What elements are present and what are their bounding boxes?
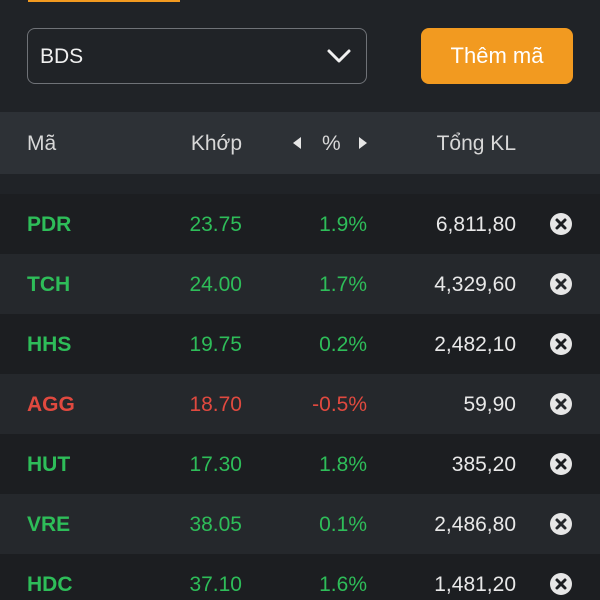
row-price: 24.00 — [189, 273, 242, 296]
table-row[interactable]: VRE 38.05 0.1% 2,486,80 — [0, 494, 600, 554]
row-price: 17.30 — [189, 453, 242, 476]
add-symbol-button[interactable]: Thêm mã — [421, 28, 573, 84]
row-change: 0.1% — [319, 513, 367, 536]
table-header: Mã Khớp % Tổng KL — [0, 112, 600, 174]
table-row[interactable]: HHS 19.75 0.2% 2,482,10 — [0, 314, 600, 374]
watchlist-select[interactable]: BDS — [27, 28, 367, 84]
table-row[interactable]: HDC 37.10 1.6% 1,481,20 — [0, 554, 600, 600]
row-change: 1.9% — [319, 213, 367, 236]
header-match-price[interactable]: Khớp — [190, 132, 242, 155]
row-change: 1.6% — [319, 573, 367, 596]
row-volume: 1,481,20 — [434, 573, 516, 596]
row-price: 38.05 — [189, 513, 242, 536]
row-volume: 59,90 — [463, 393, 516, 416]
row-volume: 385,20 — [451, 453, 516, 476]
tab-indicator — [28, 0, 180, 2]
table-row[interactable]: HUT 17.30 1.8% 385,20 — [0, 434, 600, 494]
remove-icon[interactable] — [550, 333, 572, 355]
row-symbol: VRE — [27, 513, 71, 536]
row-change: 1.8% — [319, 453, 367, 476]
table-row[interactable]: TCH 24.00 1.7% 4,329,60 — [0, 254, 600, 314]
caret-right-icon[interactable] — [359, 137, 367, 149]
toolbar: BDS Thêm mã — [0, 0, 600, 112]
row-symbol: AGG — [27, 393, 75, 416]
header-total-volume[interactable]: Tổng KL — [436, 132, 516, 155]
table-row[interactable]: AGG 18.70 -0.5% 59,90 — [0, 374, 600, 434]
caret-left-icon[interactable] — [293, 137, 301, 149]
row-volume: 6,811,80 — [435, 213, 516, 236]
remove-icon[interactable] — [550, 273, 572, 295]
remove-icon[interactable] — [550, 513, 572, 535]
row-symbol: HUT — [27, 453, 71, 476]
header-percent[interactable]: % — [322, 132, 341, 155]
row-symbol: HHS — [27, 333, 72, 356]
row-price: 18.70 — [189, 393, 242, 416]
remove-icon[interactable] — [550, 573, 572, 595]
row-price: 37.10 — [189, 573, 242, 596]
row-change: 0.2% — [319, 333, 367, 356]
watchlist-select-value: BDS — [40, 45, 84, 68]
remove-icon[interactable] — [550, 213, 572, 235]
remove-icon[interactable] — [550, 393, 572, 415]
row-change: 1.7% — [319, 273, 367, 296]
row-change: -0.5% — [312, 393, 367, 416]
row-symbol: HDC — [27, 573, 73, 596]
row-symbol: TCH — [27, 273, 71, 296]
chevron-down-icon — [327, 49, 351, 63]
row-price: 19.75 — [189, 333, 242, 356]
row-symbol: PDR — [27, 213, 72, 236]
watchlist-table[interactable]: PDR 23.75 1.9% 6,811,80 TCH 24.00 1.7% 4… — [0, 174, 600, 600]
remove-icon[interactable] — [550, 453, 572, 475]
table-row[interactable]: PDR 23.75 1.9% 6,811,80 — [0, 194, 600, 254]
row-volume: 2,482,10 — [434, 333, 516, 356]
row-volume: 2,486,80 — [434, 513, 516, 536]
row-price: 23.75 — [189, 213, 242, 236]
row-volume: 4,329,60 — [434, 273, 516, 296]
header-symbol[interactable]: Mã — [27, 132, 57, 155]
